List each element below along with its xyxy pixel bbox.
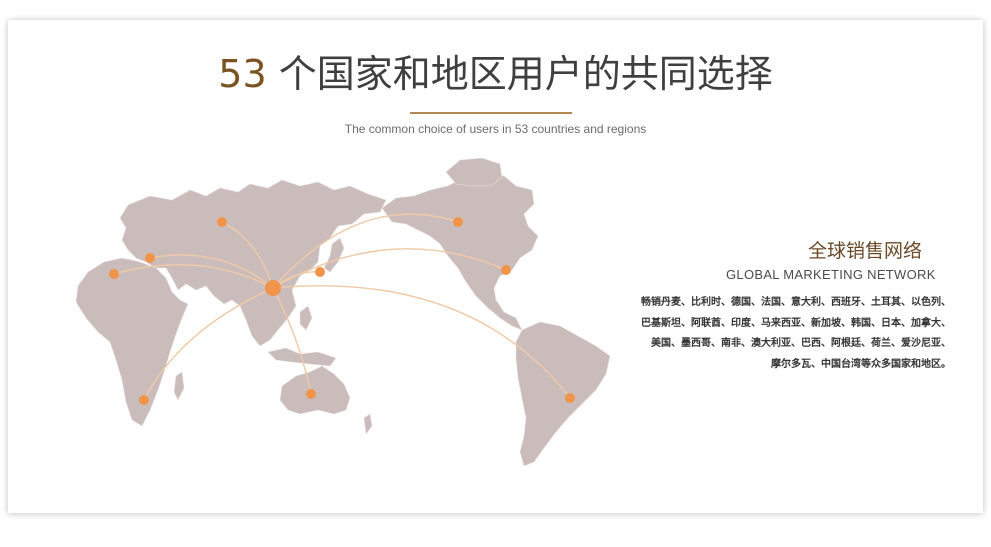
route-canada [272,213,459,289]
dot-japan [315,267,325,277]
madagascar-landmass [173,371,185,401]
title-divider [410,112,572,114]
route-russia [221,221,274,289]
route-europe [149,254,274,289]
page-subtitle: The common choice of users in 53 countri… [344,122,647,136]
route-west-africa [113,264,274,289]
south-america-landmass [515,321,611,467]
page-title: 53 个国家和地区用户的共同选择 [0,52,991,96]
continents [75,157,611,467]
dot-russia [217,217,227,227]
dot-europe [145,253,155,263]
australia-landmass [279,365,351,415]
dot-usa [501,265,511,275]
location-dots [109,217,575,405]
route-australia [272,287,312,395]
network-title-en: GLOBAL MARKETING NETWORK [726,267,936,282]
greenland-landmass [445,157,503,187]
network-title-cn: 全球销售网络 [808,240,923,262]
country-line: 美国、墨西哥、南非、澳大利亚、巴西、阿根廷、荷兰、爱沙尼亚、 [651,338,951,349]
country-line: 畅销丹麦、比利时、德国、法国、意大利、西班牙、土耳其、以色列、 [641,297,951,308]
dot-south-africa [139,395,149,405]
route-usa [272,248,507,289]
route-brazil [272,285,571,399]
dot-hub-china [265,280,281,296]
country-line: 摩尔多瓦、中国台湾等众多国家和地区。 [771,358,951,370]
eurasia-landmass [119,179,387,347]
route-south-africa [143,287,274,401]
north-america-landmass [381,171,539,331]
new-zealand-landmass [363,413,373,435]
dot-canada [453,217,463,227]
country-count: 53 [218,52,267,96]
japan-landmass [323,237,345,273]
country-list: 畅销丹麦、比利时、德国、法国、意大利、西班牙、土耳其、以色列、 巴基斯坦、阿联酋… [591,293,951,375]
dot-west-africa [109,269,119,279]
title-text: 个国家和地区用户的共同选择 [266,52,773,96]
country-line: 巴基斯坦、阿联酋、印度、马来西亚、新加坡、韩国、日本、加拿大、 [641,317,951,329]
africa-landmass [75,257,189,427]
philippines-landmass [299,305,313,331]
dot-brazil [565,393,575,403]
dot-australia [306,389,316,399]
